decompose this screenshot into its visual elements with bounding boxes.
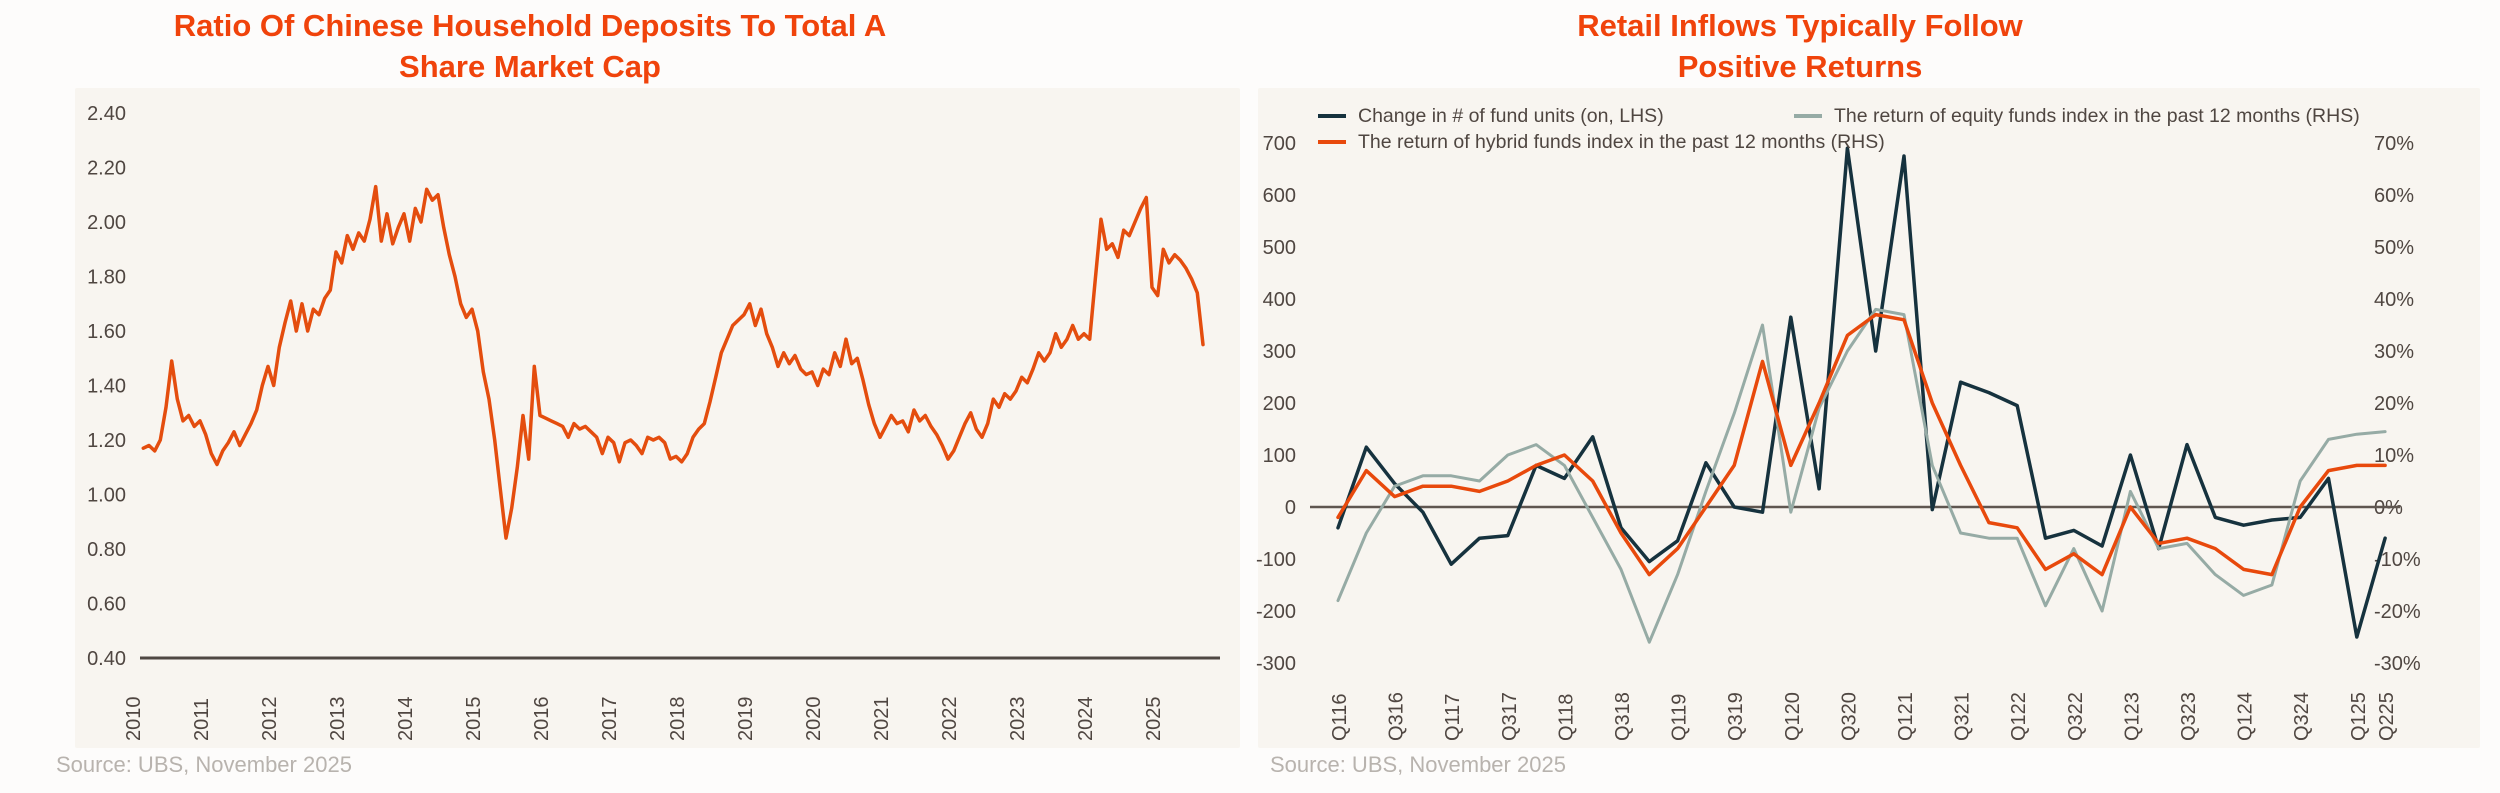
right-chart-x-axis-tick-label: Q318 [1612, 692, 1634, 741]
right-chart-right-axis-tick-label: 40% [2374, 289, 2414, 311]
right-chart-x-axis-tick-label: Q225 [2376, 692, 2398, 741]
right-chart-title-line2: Positive Returns [1677, 49, 1923, 84]
left-x-axis-tick-label: 2017 [599, 697, 621, 742]
right-chart-source: Source: UBS, November 2025 [1270, 752, 1566, 777]
left-y-axis-tick-label: 1.20 [87, 430, 126, 452]
legend-label: Change in # of fund units (on, LHS) [1358, 104, 1664, 127]
left-y-axis-tick-label: 0.40 [87, 648, 126, 670]
fund-units-line-swatch [1318, 114, 1346, 118]
left-chart-title: Ratio Of Chinese Household Deposits To T… [60, 5, 1000, 87]
right-chart-x-axis-tick-label: Q324 [2291, 692, 2313, 741]
right-chart-legend: Change in # of fund units (on, LHS) The … [1318, 103, 2478, 155]
right-chart-left-axis-tick-label: 300 [1263, 341, 1296, 363]
right-chart-left-axis-tick-label: 600 [1263, 185, 1296, 207]
equity-return-line [1336, 307, 2387, 644]
left-x-axis-tick-label: 2012 [259, 697, 281, 742]
equity-return-line-swatch [1794, 114, 1822, 118]
right-chart-x-axis-tick-label: Q323 [2178, 692, 2200, 741]
right-chart-x-axis-tick-label: Q322 [2065, 692, 2087, 741]
right-chart-left-axis-tick-label: 700 [1263, 133, 1296, 155]
legend-item-equity-return: The return of equity funds index in the … [1794, 105, 2360, 128]
left-x-axis-tick-label: 2014 [395, 697, 417, 742]
legend-row: The return of hybrid funds index in the … [1318, 129, 2478, 155]
left-x-axis-tick-label: 2019 [735, 697, 757, 742]
deposit-ratio-line [141, 184, 1205, 540]
right-chart-left-axis-tick-label: 400 [1263, 289, 1296, 311]
left-y-axis-tick-label: 0.60 [87, 594, 126, 616]
right-chart-x-axis-tick-label: Q118 [1555, 694, 1577, 741]
right-chart-x-axis-tick-label: Q122 [2008, 692, 2030, 741]
right-chart-x-axis-tick-label: Q117 [1442, 694, 1464, 741]
left-y-axis-tick-label: 2.40 [87, 103, 126, 125]
right-chart-left-axis-tick-label: 0 [1285, 497, 1296, 519]
left-x-axis-tick-label: 2018 [667, 697, 689, 742]
right-chart-x-axis-tick-label: Q319 [1725, 692, 1747, 741]
left-y-axis-tick-label: 1.80 [87, 267, 126, 289]
legend-label: The return of hybrid funds index in the … [1358, 130, 1885, 153]
right-chart-x-axis-tick-label: Q320 [1838, 692, 1860, 741]
left-x-axis-tick-label: 2024 [1075, 697, 1097, 742]
right-chart-right-axis-tick-label: 60% [2374, 185, 2414, 207]
right-chart-left-axis-tick-label: 200 [1263, 393, 1296, 415]
left-y-axis-tick-label: 0.80 [87, 539, 126, 561]
right-chart-right-axis-tick-label: 70% [2374, 133, 2414, 155]
left-y-axis-tick-label: 1.00 [87, 485, 126, 507]
right-chart-left-axis-tick-label: 500 [1263, 237, 1296, 259]
right-chart-left-axis-tick-label: 100 [1263, 445, 1296, 467]
left-x-axis-tick-label: 2011 [191, 698, 213, 741]
legend-label: The return of equity funds index in the … [1834, 104, 2360, 127]
fund-units-change-line [1336, 146, 2387, 639]
right-chart-title: Retail Inflows Typically Follow Positive… [1330, 5, 2270, 87]
left-y-axis-tick-label: 2.00 [87, 212, 126, 234]
left-y-axis-tick-label: 1.40 [87, 376, 126, 398]
right-chart-x-axis-tick-label: Q321 [1952, 692, 1974, 741]
right-chart-x-axis-tick-label: Q123 [2121, 692, 2143, 741]
right-chart-right-axis-tick-label: -30% [2374, 653, 2421, 675]
right-chart-right-axis-tick-label: 10% [2374, 445, 2414, 467]
legend-row: Change in # of fund units (on, LHS) The … [1318, 103, 2478, 129]
left-y-axis-tick-label: 2.20 [87, 158, 126, 180]
left-chart-panel [75, 88, 1240, 748]
left-x-axis-tick-label: 2015 [463, 697, 485, 742]
right-chart-x-axis-tick-label: Q116 [1329, 694, 1351, 741]
left-x-axis-tick-label: 2010 [123, 697, 145, 742]
left-chart-source: Source: UBS, November 2025 [56, 752, 352, 777]
right-chart-right-axis-tick-label: 50% [2374, 237, 2414, 259]
left-x-axis-tick-label: 2016 [531, 697, 553, 742]
right-chart-right-axis-tick-label: 30% [2374, 341, 2414, 363]
right-chart-left-axis-tick-label: -200 [1256, 601, 1296, 623]
right-chart-x-axis-tick-label: Q124 [2235, 692, 2257, 741]
legend-item-hybrid-return: The return of hybrid funds index in the … [1318, 131, 1885, 154]
left-x-axis-tick-label: 2023 [1007, 697, 1029, 742]
right-chart-x-axis-tick-label: Q121 [1895, 692, 1917, 741]
left-x-axis-tick-label: 2025 [1143, 697, 1165, 742]
hybrid-return-line-swatch [1318, 140, 1346, 144]
right-chart-x-axis-tick-label: Q119 [1669, 694, 1691, 741]
left-x-axis-tick-label: 2020 [803, 697, 825, 742]
right-chart-title-line1: Retail Inflows Typically Follow [1577, 8, 2023, 43]
hybrid-return-line [1336, 312, 2387, 577]
left-x-axis-tick-label: 2021 [871, 697, 893, 742]
left-x-axis-tick-label: 2022 [939, 697, 961, 742]
left-chart-title-line2: Share Market Cap [399, 49, 661, 84]
right-chart-x-axis-tick-label: Q120 [1782, 692, 1804, 741]
right-chart-x-axis-tick-label: Q317 [1499, 692, 1521, 741]
right-chart-right-axis-tick-label: 20% [2374, 393, 2414, 415]
left-y-axis-tick-label: 1.60 [87, 321, 126, 343]
right-chart-left-axis-tick-label: -100 [1256, 549, 1296, 571]
right-chart-x-axis-tick-label: Q316 [1386, 692, 1408, 741]
legend-item-fund-units: Change in # of fund units (on, LHS) [1318, 105, 1758, 128]
right-chart-left-axis-tick-label: -300 [1256, 653, 1296, 675]
right-chart-x-axis-tick-label: Q125 [2348, 692, 2370, 741]
right-chart-right-axis-tick-label: -10% [2374, 549, 2421, 571]
right-chart-right-axis-tick-label: -20% [2374, 601, 2421, 623]
left-chart-title-line1: Ratio Of Chinese Household Deposits To T… [173, 8, 887, 43]
left-x-axis-tick-label: 2013 [327, 697, 349, 742]
right-chart-panel [1258, 88, 2480, 748]
